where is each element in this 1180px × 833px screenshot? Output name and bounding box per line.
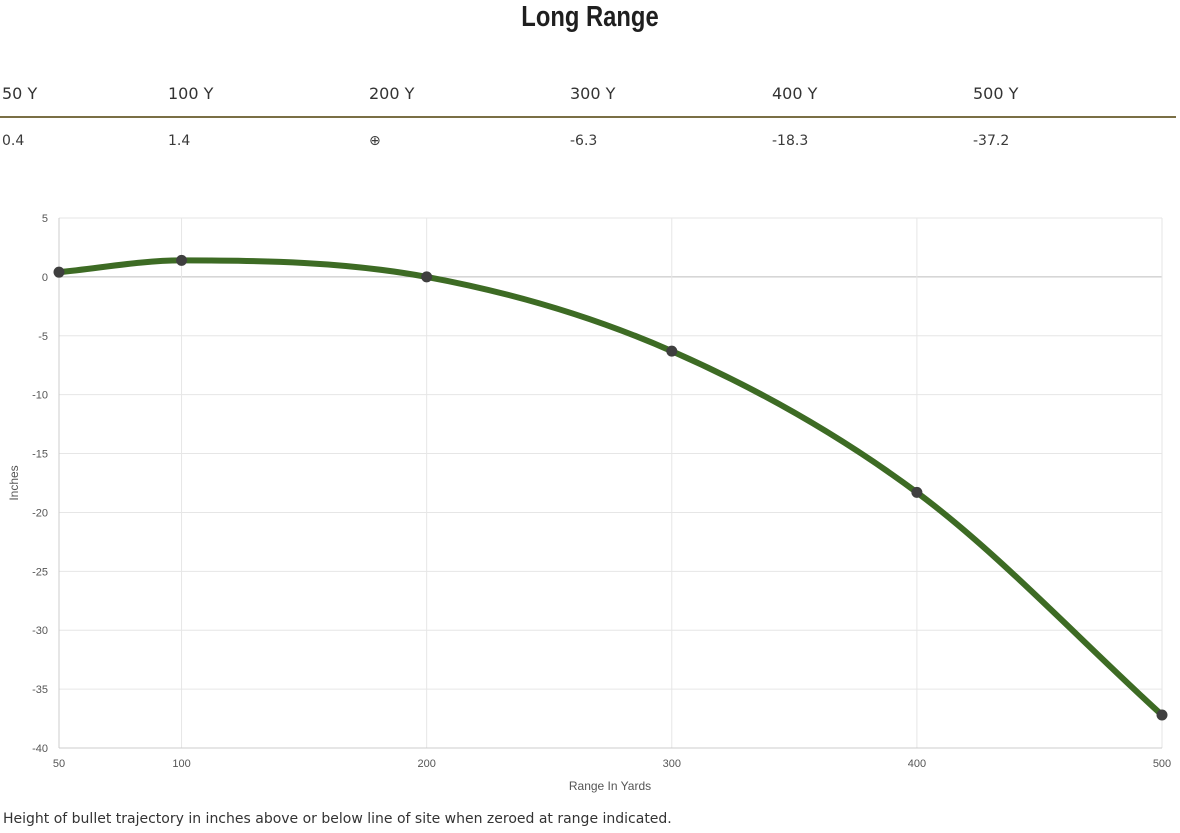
- y-tick-label: -40: [32, 743, 48, 755]
- data-point: [53, 266, 65, 278]
- y-tick-label: -35: [32, 684, 48, 696]
- y-axis-title: Inches: [7, 465, 21, 500]
- data-point: [666, 345, 678, 357]
- range-value-100y: 1.4: [168, 133, 191, 149]
- x-axis-title: Range In Yards: [569, 779, 651, 793]
- range-header-200y: 200 Y: [369, 84, 415, 103]
- x-tick-label: 50: [53, 758, 65, 770]
- data-point: [911, 486, 923, 498]
- y-tick-label: -25: [32, 566, 48, 578]
- y-tick-label: 0: [42, 272, 48, 284]
- y-tick-label: -15: [32, 449, 48, 461]
- chart-footnote: Height of bullet trajectory in inches ab…: [3, 811, 672, 827]
- x-tick-label: 200: [417, 758, 435, 770]
- range-value-50y: 0.4: [2, 133, 25, 149]
- range-header-400y: 400 Y: [772, 84, 818, 103]
- range-header-500y: 500 Y: [973, 84, 1019, 103]
- range-table: 50 Y 100 Y 200 Y 300 Y 400 Y 500 Y 0.4 1…: [0, 78, 1176, 156]
- y-tick-label: -10: [32, 390, 48, 402]
- x-tick-label: 400: [908, 758, 926, 770]
- y-tick-label: -5: [38, 331, 48, 343]
- zero-crosshair-icon: ⊕: [369, 133, 381, 149]
- range-value-300y: -6.3: [570, 133, 598, 149]
- range-table-values: 0.4 1.4 ⊕ -6.3 -18.3 -37.2: [0, 118, 1176, 156]
- range-header-50y: 50 Y: [2, 84, 38, 103]
- range-header-300y: 300 Y: [570, 84, 616, 103]
- range-table-header: 50 Y 100 Y 200 Y 300 Y 400 Y 500 Y: [0, 78, 1176, 118]
- data-point: [1156, 709, 1168, 721]
- x-tick-label: 100: [172, 758, 190, 770]
- y-tick-label: 5: [42, 213, 48, 225]
- x-tick-label: 300: [663, 758, 681, 770]
- data-point: [421, 271, 433, 283]
- range-value-500y: -37.2: [973, 133, 1010, 149]
- x-tick-label: 500: [1153, 758, 1171, 770]
- y-tick-label: -30: [32, 625, 48, 637]
- range-value-400y: -18.3: [772, 133, 809, 149]
- data-point: [176, 254, 188, 266]
- chart-title: Long Range: [521, 1, 659, 33]
- y-tick-label: -20: [32, 507, 48, 519]
- range-header-100y: 100 Y: [168, 84, 214, 103]
- trajectory-line: [56, 257, 1165, 719]
